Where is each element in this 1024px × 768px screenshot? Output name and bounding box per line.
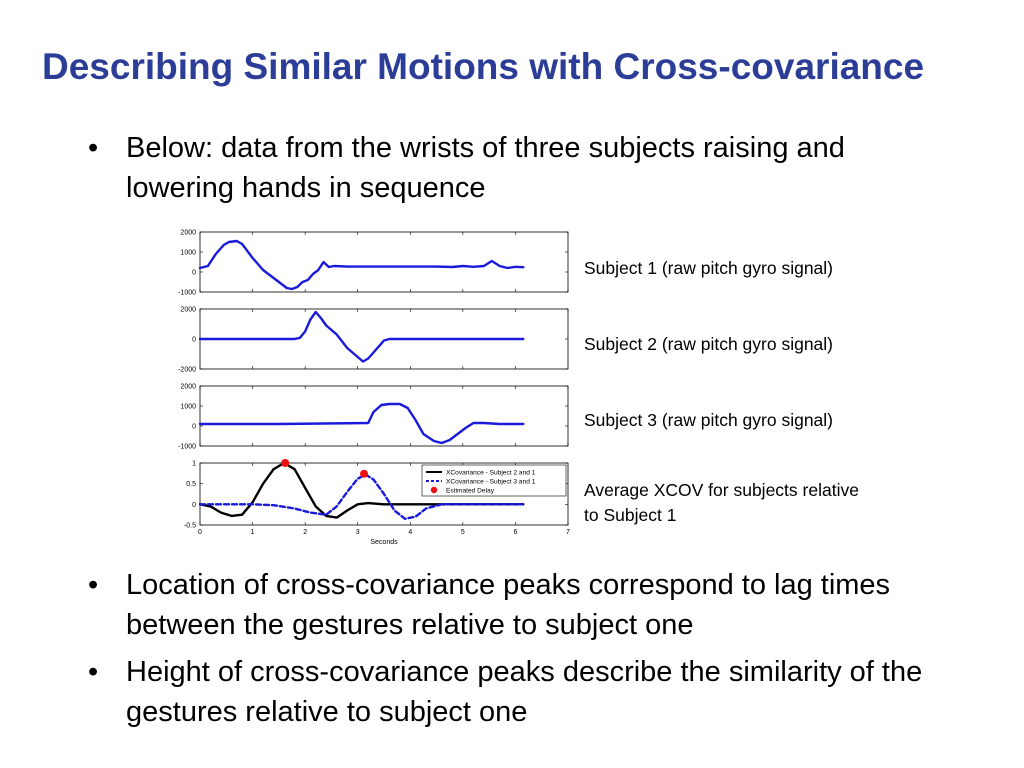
x-tick-label: 3 <box>356 529 360 536</box>
y-tick-label: -2000 <box>178 367 196 374</box>
y-tick-label: 0 <box>192 337 196 344</box>
x-tick-label: 7 <box>566 529 570 536</box>
x-tick-label: 0 <box>198 529 202 536</box>
y-tick-label: -1000 <box>178 290 196 297</box>
y-tick-label: 2000 <box>180 384 196 391</box>
x-tick-label: 4 <box>408 529 412 536</box>
legend-box <box>421 464 567 497</box>
series-line-1 <box>198 461 525 519</box>
legend-label: XCovariance - Subject 3 and 1 <box>446 479 536 486</box>
x-axis-label: Seconds <box>370 539 398 546</box>
caption-subject-1: Subject 1 (raw pitch gyro signal) <box>584 258 833 278</box>
y-tick-label: 0.5 <box>186 481 196 488</box>
legend-marker <box>430 486 438 494</box>
panel-1: 2000 1000 0 -1000 <box>178 230 569 297</box>
bullet-mark: • <box>88 656 99 688</box>
figure-panels: 2000 1000 0 -1000 2000 0 -2000 2000 1000 0 -1000 1 0… <box>178 230 570 547</box>
bullet-text: Below: data from the wrists of three sub… <box>126 132 845 204</box>
legend: XCovariance - Subject 2 and 1 XCovariance… <box>421 464 567 497</box>
caption-xcov: Average XCOV for subjects relative to Su… <box>584 480 859 525</box>
panel-2: 2000 0 -2000 <box>178 307 569 374</box>
estimated-delay-marker <box>360 469 369 478</box>
x-tick-label: 6 <box>513 529 517 536</box>
bullet-text: Height of cross-covariance peaks describ… <box>126 656 923 728</box>
y-tick-label: -1000 <box>178 444 196 451</box>
x-tick-label: 2 <box>303 529 307 536</box>
y-tick-label: 1000 <box>180 404 196 411</box>
y-tick-label: 2000 <box>180 230 196 237</box>
slide-title: Describing Similar Motions with Cross-co… <box>42 46 925 87</box>
legend-label: XCovariance - Subject 2 and 1 <box>446 470 536 477</box>
x-tick-label: 5 <box>461 529 465 536</box>
panel-frame <box>199 231 569 293</box>
x-tick-label: 1 <box>251 529 255 536</box>
bullet-text: Location of cross-covariance peaks corre… <box>126 569 891 641</box>
caption-subject-3: Subject 3 (raw pitch gyro signal) <box>584 410 833 430</box>
y-tick-label: -0.5 <box>184 523 196 530</box>
y-tick-label: 2000 <box>180 307 196 314</box>
y-tick-label: 1 <box>192 461 196 468</box>
y-tick-label: 1000 <box>180 250 196 257</box>
series-line-1 <box>198 310 525 363</box>
y-tick-label: 0 <box>192 424 196 431</box>
caption-subject-2: Subject 2 (raw pitch gyro signal) <box>584 334 833 354</box>
panel-3: 2000 1000 0 -1000 <box>178 384 569 451</box>
y-tick-label: 0 <box>192 270 196 277</box>
estimated-delay-marker <box>281 459 290 467</box>
bullet-mark: • <box>88 132 99 164</box>
series-line-1 <box>198 239 525 291</box>
panel-frame <box>199 385 569 447</box>
series-line-1 <box>198 402 525 445</box>
legend-label: Estimated Delay <box>446 488 495 495</box>
y-tick-label: 0 <box>192 502 196 509</box>
bullet-mark: • <box>88 569 99 601</box>
